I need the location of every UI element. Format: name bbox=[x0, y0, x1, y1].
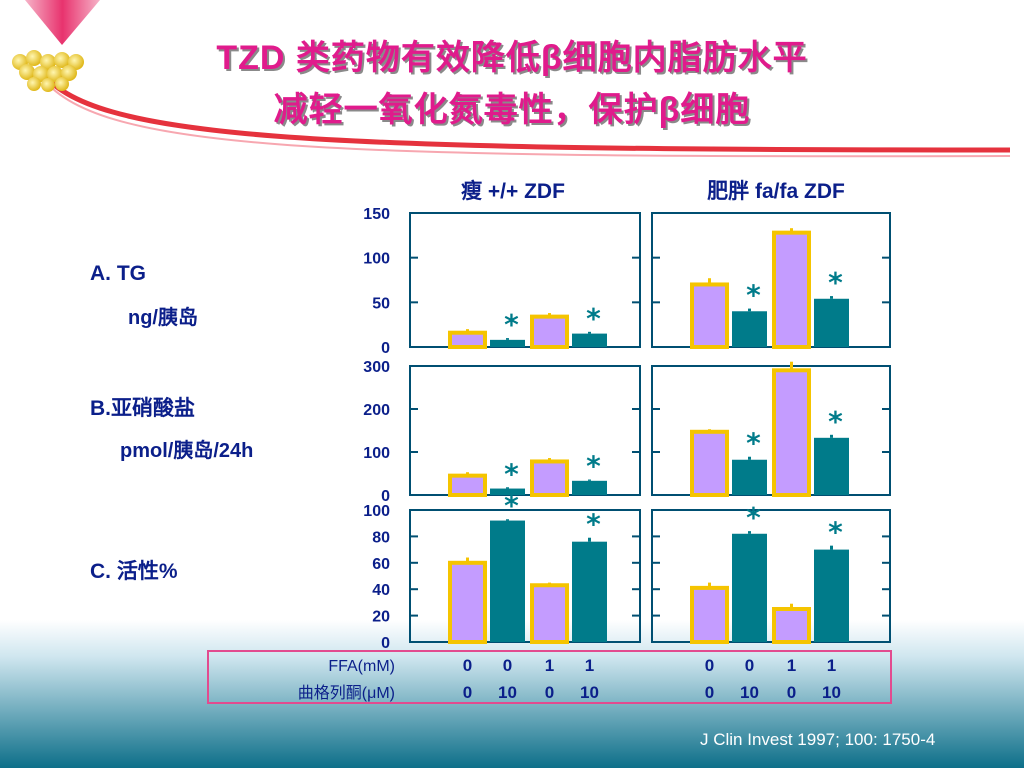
ffa-value-1-1: 0 bbox=[745, 656, 754, 675]
bar-2-0-1 bbox=[490, 520, 525, 642]
panel-frame-1-0 bbox=[409, 365, 641, 496]
significance-star-2-1-1: * bbox=[746, 501, 761, 534]
ffa-value-1-0: 0 bbox=[705, 656, 714, 675]
slide-title-line1: TZD 类药物有效降低β细胞内脂肪水平 bbox=[216, 39, 808, 77]
y-tick-label-1-1: 200 bbox=[363, 402, 390, 419]
troglitazone-value-1-2: 0 bbox=[787, 683, 796, 702]
bar-0-1-2 bbox=[772, 230, 811, 349]
y-tick-label-0-3: 0 bbox=[381, 340, 390, 357]
significance-star-1-0-3: * bbox=[586, 450, 601, 483]
significance-star-1-1-3: * bbox=[828, 405, 843, 438]
ffa-value-0-0: 0 bbox=[463, 656, 472, 675]
panel-label-1: B.亚硝酸盐 bbox=[90, 396, 195, 420]
bar-1-1-1 bbox=[732, 459, 767, 495]
bar-0-1-3 bbox=[814, 298, 849, 347]
troglitazone-value-1-3: 10 bbox=[822, 683, 841, 702]
panel-label-2: C. 活性% bbox=[90, 559, 178, 583]
troglitazone-value-0-3: 10 bbox=[580, 683, 599, 702]
bar-2-1-0 bbox=[690, 585, 729, 645]
significance-star-2-1-3: * bbox=[828, 516, 843, 549]
condition-table bbox=[207, 650, 892, 704]
troglitazone-value-0-0: 0 bbox=[463, 683, 472, 702]
y-tick-label-2-4: 20 bbox=[372, 609, 390, 626]
significance-star-1-1-1: * bbox=[746, 427, 761, 460]
y-tick-label-1-2: 100 bbox=[363, 445, 390, 462]
bar-0-0-1 bbox=[490, 339, 525, 347]
significance-star-2-0-3: * bbox=[586, 508, 601, 541]
bar-2-1-1 bbox=[732, 533, 767, 642]
bar-1-1-0 bbox=[690, 429, 729, 498]
panel-label-0: A. TG bbox=[90, 262, 146, 285]
bar-0-0-0 bbox=[448, 330, 487, 349]
panel-frame-0-0 bbox=[409, 212, 641, 348]
logo-cone-icon bbox=[12, 0, 100, 92]
bar-1-0-1 bbox=[490, 488, 525, 495]
panel-unit-1: pmol/胰岛/24h bbox=[120, 438, 253, 462]
y-tick-label-1-3: 0 bbox=[381, 488, 390, 505]
y-tick-label-1-0: 300 bbox=[363, 359, 390, 376]
y-tick-label-0-1: 100 bbox=[363, 251, 390, 268]
ffa-value-1-3: 1 bbox=[827, 656, 836, 675]
bar-1-1-3 bbox=[814, 437, 849, 495]
bar-1-1-2 bbox=[772, 368, 811, 497]
bar-1-0-2 bbox=[530, 459, 569, 497]
panel-frame-1-1 bbox=[651, 365, 891, 496]
ffa-value-1-2: 1 bbox=[787, 656, 796, 675]
bar-0-0-2 bbox=[530, 314, 569, 350]
condition-row-label-0: FFA(mM) bbox=[328, 658, 395, 675]
bar-2-1-2 bbox=[772, 607, 811, 644]
bar-1-0-3 bbox=[572, 480, 607, 495]
troglitazone-value-1-1: 10 bbox=[740, 683, 759, 702]
group-label-0: 瘦 +/+ ZDF bbox=[461, 179, 565, 203]
panel-frame-2-1 bbox=[651, 509, 891, 643]
bar-2-1-3 bbox=[814, 549, 849, 642]
significance-star-0-0-1: * bbox=[504, 308, 519, 341]
y-tick-label-0-0: 150 bbox=[363, 206, 390, 223]
bar-0-0-3 bbox=[572, 333, 607, 347]
y-tick-label-2-1: 80 bbox=[372, 529, 390, 546]
bar-0-1-0 bbox=[690, 282, 729, 350]
significance-star-0-0-3: * bbox=[586, 302, 601, 335]
bar-2-0-2 bbox=[530, 583, 569, 644]
bar-2-0-0 bbox=[448, 560, 487, 644]
y-tick-label-2-2: 60 bbox=[372, 556, 390, 573]
y-tick-label-0-2: 50 bbox=[372, 295, 390, 312]
significance-star-1-0-1: * bbox=[504, 457, 519, 490]
condition-row-label-1: 曲格列酮(μM) bbox=[298, 684, 395, 702]
slide-title-line2: 减轻一氧化氮毒性，保护β细胞 bbox=[273, 91, 751, 129]
bar-0-1-1 bbox=[732, 311, 767, 347]
panel-frame-0-1 bbox=[651, 212, 891, 348]
bar-1-0-0 bbox=[448, 473, 487, 497]
ffa-value-0-1: 0 bbox=[503, 656, 512, 675]
troglitazone-value-0-1: 10 bbox=[498, 683, 517, 702]
bar-2-0-3 bbox=[572, 541, 607, 642]
troglitazone-value-1-0: 0 bbox=[705, 683, 714, 702]
citation: J Clin Invest 1997; 100: 1750-4 bbox=[700, 730, 936, 749]
significance-star-0-1-3: * bbox=[828, 266, 843, 299]
significance-star-2-0-1: * bbox=[504, 489, 519, 522]
ffa-value-0-2: 1 bbox=[545, 656, 554, 675]
troglitazone-value-0-2: 0 bbox=[545, 683, 554, 702]
ffa-value-0-3: 1 bbox=[585, 656, 594, 675]
y-tick-label-2-0: 100 bbox=[363, 503, 390, 520]
y-tick-label-2-3: 40 bbox=[372, 582, 390, 599]
panel-unit-0: ng/胰岛 bbox=[128, 305, 198, 329]
y-tick-label-2-5: 0 bbox=[381, 635, 390, 652]
group-label-1: 肥胖 fa/fa ZDF bbox=[707, 179, 845, 203]
significance-star-0-1-1: * bbox=[746, 279, 761, 312]
